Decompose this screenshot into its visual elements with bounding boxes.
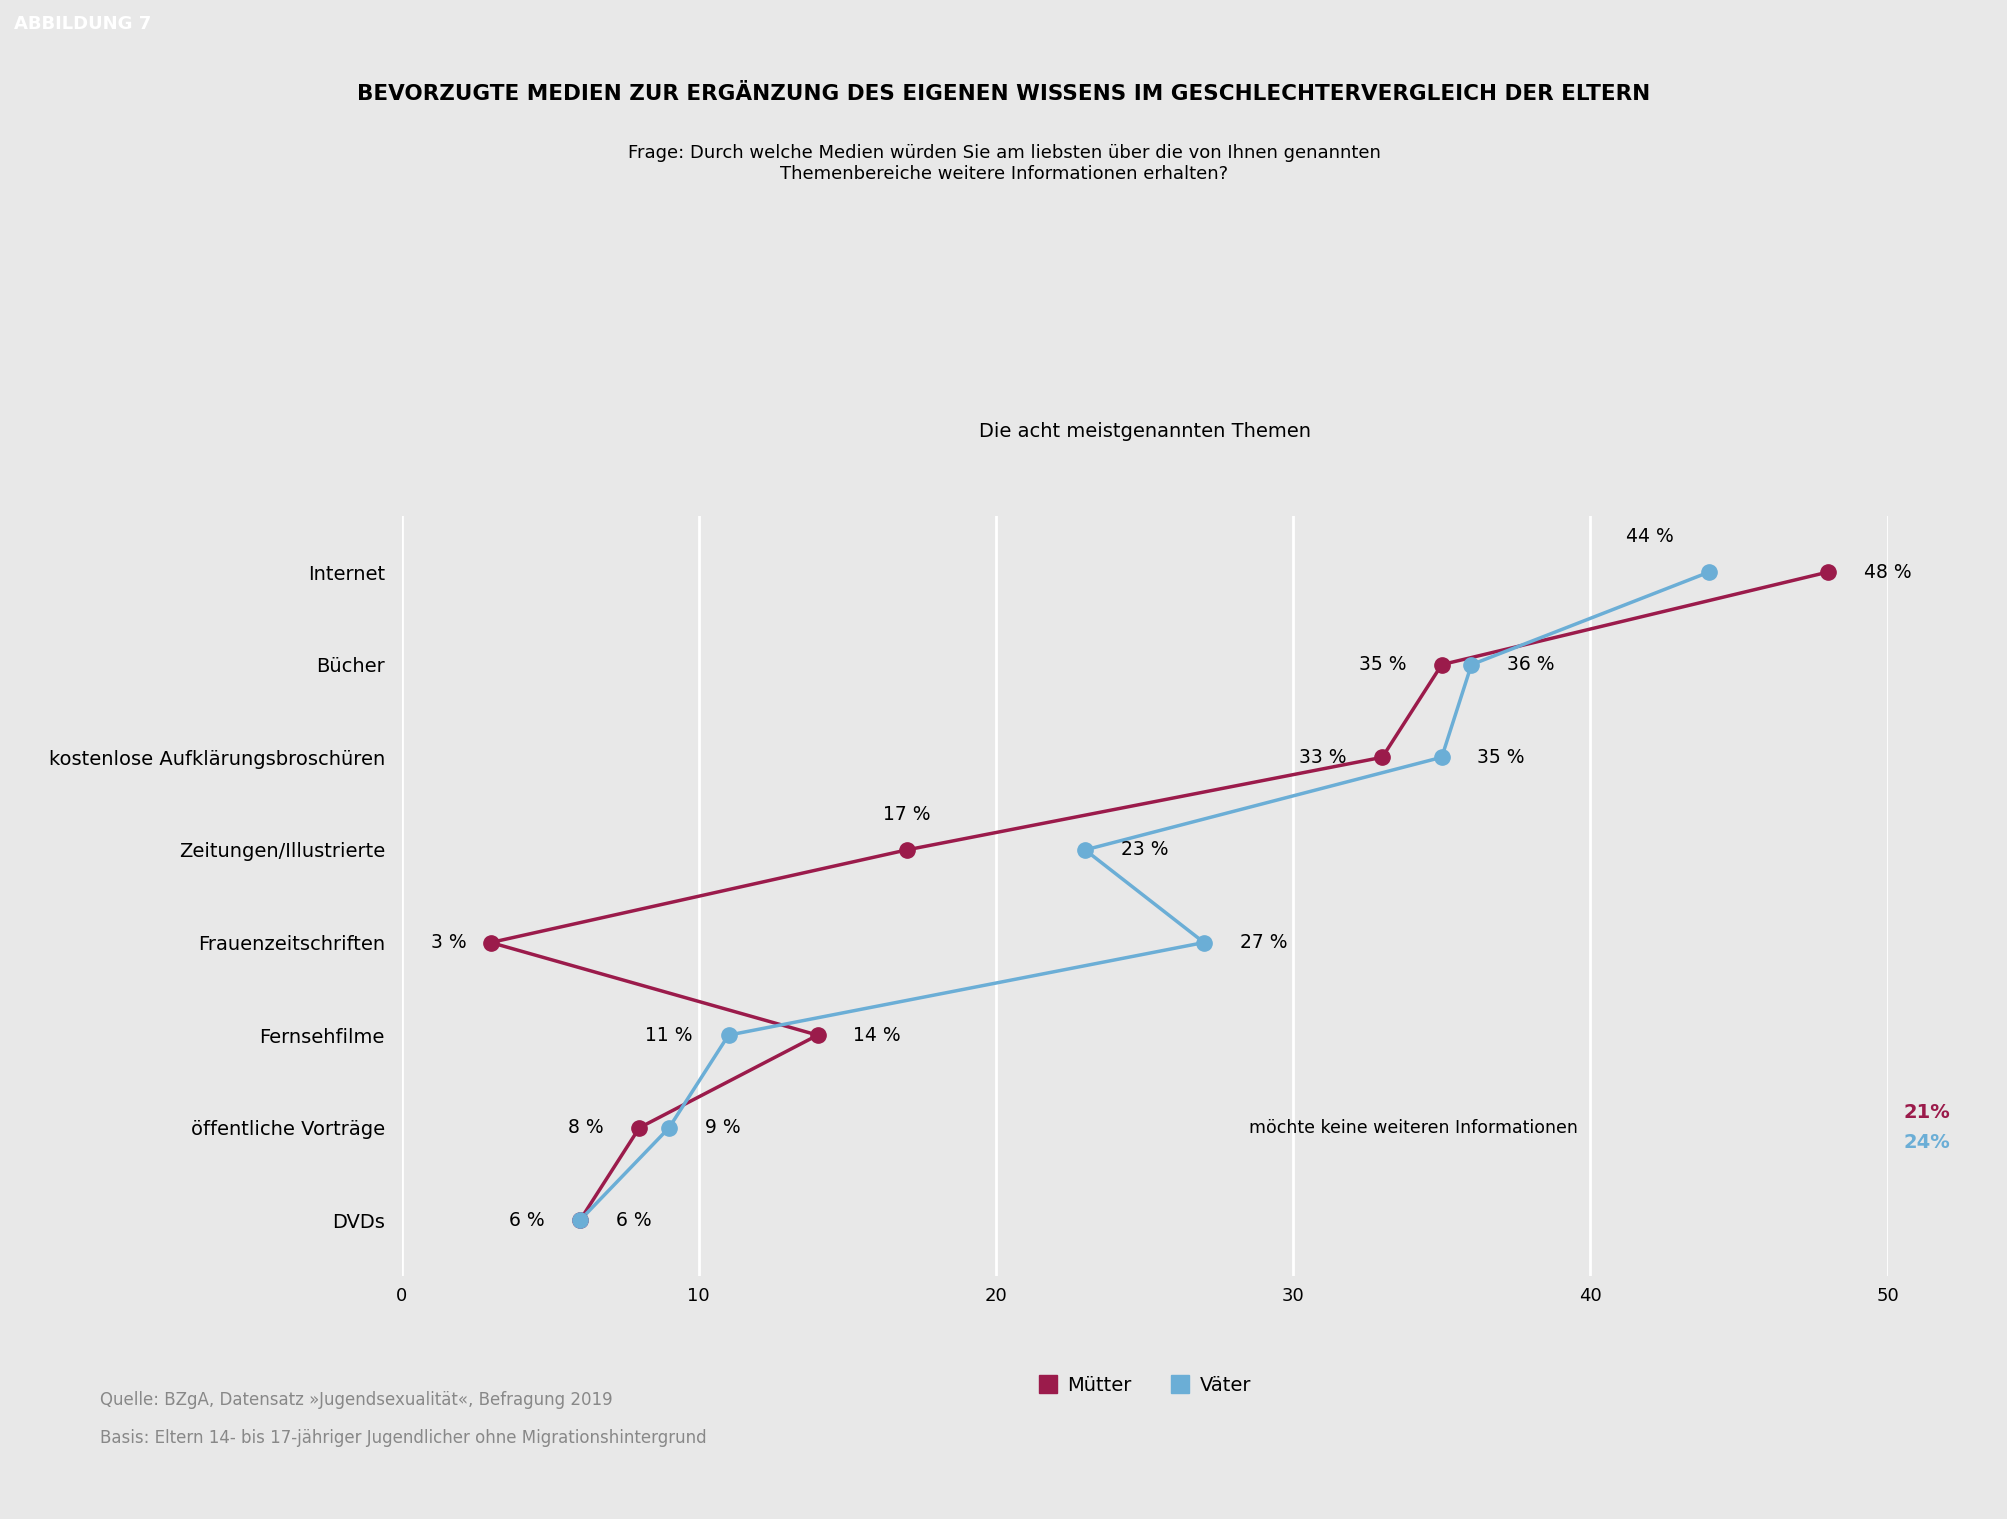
Text: 11 %: 11 %	[644, 1025, 692, 1045]
Text: 44 %: 44 %	[1626, 527, 1672, 547]
Text: 3 %: 3 %	[432, 933, 468, 952]
Text: Die acht meistgenannten Themen: Die acht meistgenannten Themen	[977, 421, 1311, 441]
Text: 17 %: 17 %	[883, 805, 929, 825]
Text: 27 %: 27 %	[1238, 933, 1286, 952]
Text: Basis: Eltern 14- bis 17-jähriger Jugendlicher ohne Migrationshintergrund: Basis: Eltern 14- bis 17-jähriger Jugend…	[100, 1429, 706, 1448]
Text: BEVORZUGTE MEDIEN ZUR ERGÄNZUNG DES EIGENEN WISSENS IM GESCHLECHTERVERGLEICH DER: BEVORZUGTE MEDIEN ZUR ERGÄNZUNG DES EIGE…	[357, 84, 1650, 103]
Text: 8 %: 8 %	[568, 1118, 604, 1138]
Text: Frage: Durch welche Medien würden Sie am liebsten über die von Ihnen genannten
T: Frage: Durch welche Medien würden Sie am…	[628, 144, 1379, 184]
Text: 24%: 24%	[1903, 1133, 1949, 1153]
Text: 33 %: 33 %	[1299, 747, 1347, 767]
Text: 6 %: 6 %	[616, 1211, 650, 1230]
Text: ABBILDUNG 7: ABBILDUNG 7	[14, 15, 151, 33]
Text: 9 %: 9 %	[704, 1118, 741, 1138]
Text: 35 %: 35 %	[1477, 747, 1523, 767]
Text: 14 %: 14 %	[853, 1025, 901, 1045]
Text: möchte keine weiteren Informationen: möchte keine weiteren Informationen	[1248, 1120, 1578, 1136]
Text: 6 %: 6 %	[508, 1211, 544, 1230]
Text: 48 %: 48 %	[1862, 562, 1911, 582]
Text: 21%: 21%	[1903, 1103, 1949, 1123]
Text: Quelle: BZgA, Datensatz »Jugendsexualität«, Befragung 2019: Quelle: BZgA, Datensatz »Jugendsexualitä…	[100, 1391, 612, 1410]
Text: 36 %: 36 %	[1507, 655, 1553, 674]
Text: 35 %: 35 %	[1359, 655, 1405, 674]
Legend: Mütter, Väter: Mütter, Väter	[1030, 1369, 1258, 1404]
Text: 23 %: 23 %	[1120, 840, 1168, 860]
